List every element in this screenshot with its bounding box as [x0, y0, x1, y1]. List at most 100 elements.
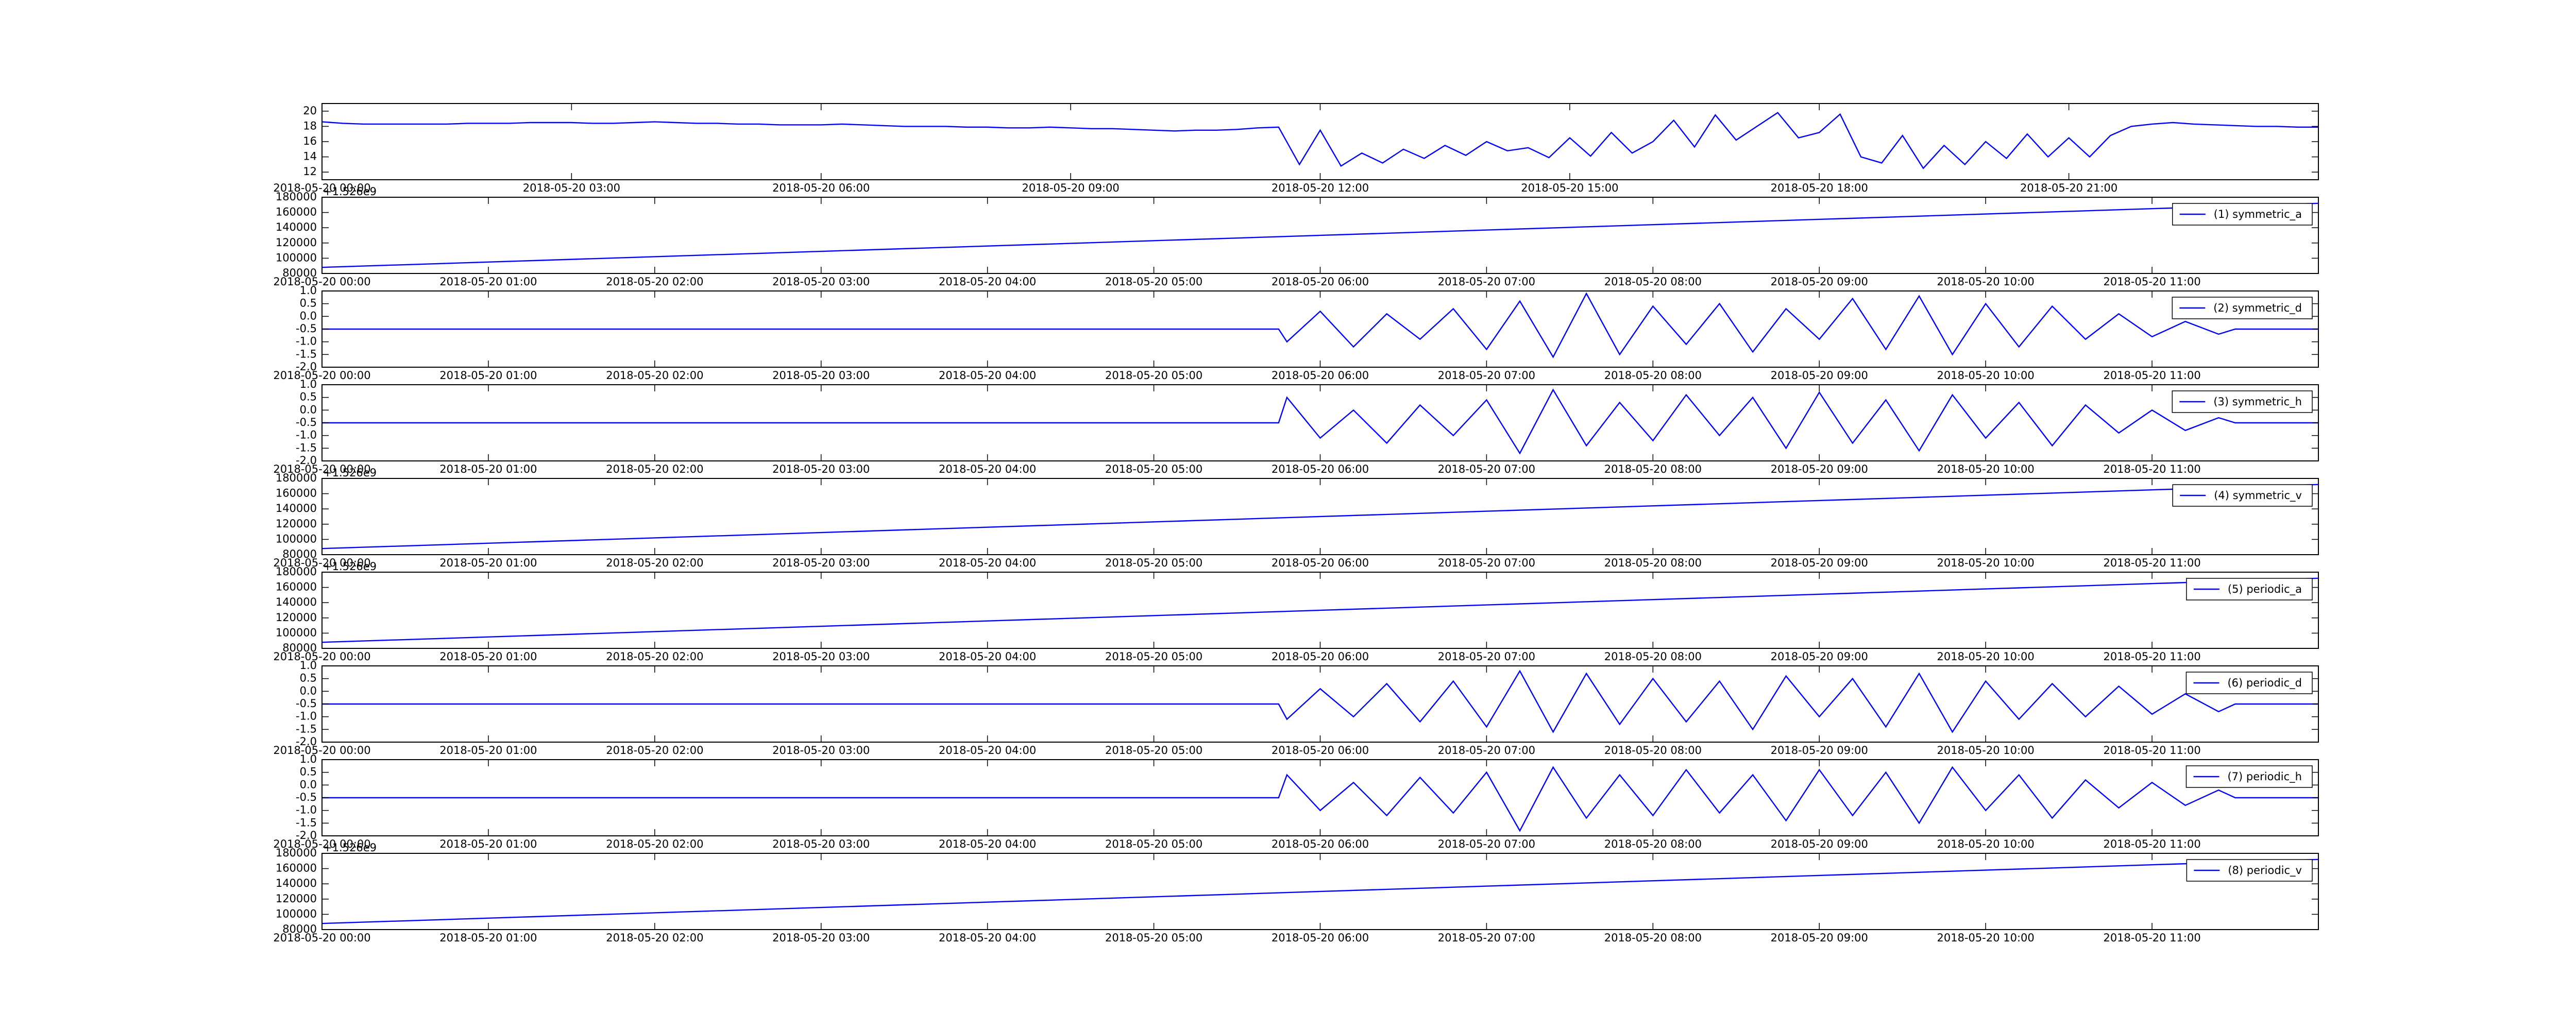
y-tick-label: -2.0	[296, 360, 317, 373]
x-tick-label: 2018-05-20 07:00	[1438, 932, 1535, 944]
legend-label: (3) symmetric_h	[2213, 396, 2302, 408]
x-tick-label: 2018-05-20 02:00	[606, 557, 703, 569]
y-tick-label: 100000	[276, 626, 317, 639]
axes-frame	[321, 759, 2319, 836]
legend-label: (7) periodic_h	[2227, 770, 2302, 783]
data-layer	[322, 766, 2318, 832]
x-tick-label: 2018-05-20 11:00	[2103, 276, 2200, 288]
x-tick-label: 2018-05-20 08:00	[1604, 557, 1702, 569]
y-tick-label: 140000	[276, 221, 317, 233]
data-layer	[322, 859, 2318, 924]
x-tick-label: 2018-05-20 04:00	[939, 744, 1036, 757]
y-tick-label: 160000	[276, 487, 317, 500]
x-tick-label: 2018-05-20 00:00	[273, 276, 370, 288]
x-tick-label: 2018-05-20 12:00	[1272, 182, 1369, 194]
x-tick-label: 2018-05-20 05:00	[1105, 463, 1202, 475]
x-tick-label: 2018-05-20 10:00	[1937, 744, 2035, 757]
y-tick-label: -1.0	[296, 804, 317, 816]
data-line	[322, 484, 2318, 550]
x-tick-label: 2018-05-20 07:00	[1438, 838, 1535, 850]
y-tick-label: 0.0	[300, 403, 317, 416]
y-tick-label: 80000	[282, 548, 317, 560]
y-tick-label: 0.5	[300, 391, 317, 403]
x-tick-label: 2018-05-20 02:00	[606, 276, 703, 288]
x-tick-label: 2018-05-20 08:00	[1604, 463, 1702, 475]
x-tick-label: 2018-05-20 02:00	[606, 463, 703, 475]
x-tick-label: 2018-05-20 11:00	[2103, 650, 2200, 663]
y-tick-label: -0.5	[296, 416, 317, 428]
x-tick-label: 2018-05-20 08:00	[1604, 744, 1702, 757]
y-tick-label: 180000	[276, 472, 317, 484]
x-tick-label: 2018-05-20 05:00	[1105, 838, 1202, 850]
x-tick-label: 2018-05-20 10:00	[1937, 650, 2035, 663]
y-tick-label: 180000	[276, 847, 317, 859]
x-tick-label: 2018-05-20 00:00	[273, 932, 370, 944]
x-tick-label: 2018-05-20 10:00	[1937, 369, 2035, 382]
x-tick-label: 2018-05-20 02:00	[606, 838, 703, 850]
x-tick-label: 2018-05-20 00:00	[273, 650, 370, 663]
data-line	[322, 859, 2318, 924]
y-tick-label: 0.5	[300, 297, 317, 310]
x-tick-label: 2018-05-20 09:00	[1771, 650, 1868, 663]
y-tick-label: 160000	[276, 206, 317, 218]
x-tick-label: 2018-05-20 11:00	[2103, 838, 2200, 850]
x-tick-label: 2018-05-20 05:00	[1105, 369, 1202, 382]
x-tick-label: 2018-05-20 01:00	[439, 557, 537, 569]
y-tick-label: 80000	[282, 642, 317, 654]
y-tick-label: 120000	[276, 236, 317, 249]
subplot: 800001000001200001400001600001800002018-…	[273, 467, 2319, 569]
legend: (3) symmetric_h	[2172, 390, 2313, 413]
offset-text: +1.526e9	[323, 185, 377, 198]
subplot: -2.0-1.5-1.0-0.50.00.51.0 2018-05-20 00:0…	[273, 659, 2319, 757]
data-layer	[322, 292, 2318, 358]
legend: (4) symmetric_v	[2172, 484, 2313, 507]
x-tick-label: 2018-05-20 07:00	[1438, 650, 1535, 663]
data-line	[322, 388, 2318, 455]
data-layer	[322, 484, 2318, 550]
offset-text: +1.526e9	[323, 842, 377, 854]
legend-label: (8) periodic_v	[2228, 864, 2302, 877]
y-tick-label: 140000	[276, 596, 317, 608]
x-tick-label: 2018-05-20 05:00	[1105, 932, 1202, 944]
x-tick-label: 2018-05-20 05:00	[1105, 744, 1202, 757]
x-tick-label: 2018-05-20 06:00	[1272, 369, 1369, 382]
legend: (8) periodic_v	[2186, 859, 2313, 882]
x-tick-label: 2018-05-20 06:00	[1272, 650, 1369, 663]
subplot: -2.0-1.5-1.0-0.50.00.51.0 2018-05-20 00:0…	[273, 753, 2319, 850]
x-tick-label: 2018-05-20 03:00	[772, 838, 870, 850]
axes-frame	[321, 572, 2319, 649]
x-tick-label: 2018-05-20 10:00	[1937, 932, 2035, 944]
x-tick-label: 2018-05-20 07:00	[1438, 369, 1535, 382]
y-tick-label: -1.0	[296, 429, 317, 441]
x-tick-label: 2018-05-20 01:00	[439, 838, 537, 850]
data-layer	[322, 670, 2318, 733]
x-tick-label: 2018-05-20 00:00	[273, 463, 370, 475]
y-tick-label: -2.0	[296, 829, 317, 842]
y-tick-label: -0.5	[296, 322, 317, 335]
x-tick-label: 2018-05-20 08:00	[1604, 932, 1702, 944]
x-tick-label: 2018-05-20 01:00	[439, 276, 537, 288]
x-tick-label: 2018-05-20 04:00	[939, 557, 1036, 569]
legend: (7) periodic_h	[2185, 765, 2313, 788]
y-tick-label: 1.0	[300, 284, 317, 297]
x-tick-label: 2018-05-20 10:00	[1937, 557, 2035, 569]
x-tick-label: 2018-05-20 05:00	[1105, 650, 1202, 663]
data-line	[322, 292, 2318, 358]
y-tick-label: 14	[303, 150, 317, 163]
data-line	[322, 670, 2318, 733]
subplot: 800001000001200001400001600001800002018-…	[273, 560, 2319, 663]
y-tick-label: 0.0	[300, 310, 317, 322]
legend: (1) symmetric_a	[2172, 203, 2313, 226]
y-tick-label: 180000	[276, 191, 317, 203]
axes-frame	[321, 103, 2319, 180]
x-tick-label: 2018-05-20 09:00	[1771, 369, 1868, 382]
x-tick-label: 2018-05-20 09:00	[1022, 182, 1120, 194]
x-tick-label: 2018-05-20 04:00	[939, 463, 1036, 475]
data-layer	[322, 202, 2318, 268]
subplot: -2.0-1.5-1.0-0.50.00.51.0 2018-05-20 00:0…	[273, 378, 2319, 475]
y-tick-label: 80000	[282, 923, 317, 935]
x-tick-label: 2018-05-20 01:00	[439, 650, 537, 663]
legend-label: (1) symmetric_a	[2214, 208, 2302, 221]
y-tick-label: 140000	[276, 877, 317, 889]
